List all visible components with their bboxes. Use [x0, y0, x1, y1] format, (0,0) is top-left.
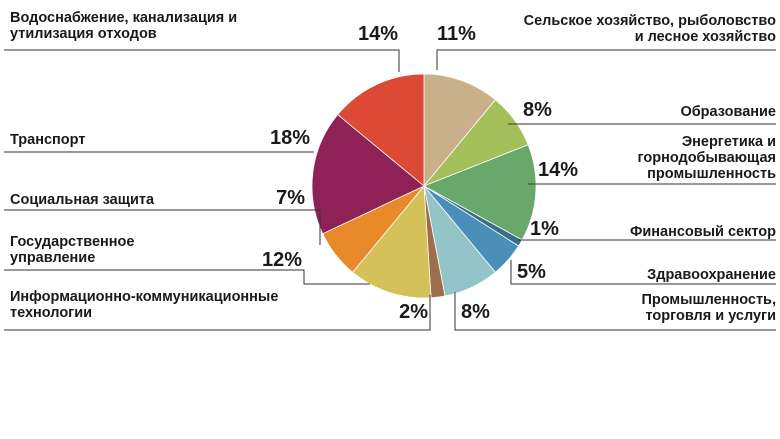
- pie-slice: [337, 73, 425, 187]
- slice-label: Энергетика и горнодобывающая промышленност…: [638, 134, 777, 182]
- slice-percent-label: 2%: [399, 301, 428, 323]
- slice-percent-label: 8%: [523, 99, 552, 121]
- slice-label: Промышленность, торговля и услуги: [641, 292, 776, 324]
- slice-labels: Сельское хозяйство, рыболовство и лесное …: [10, 10, 776, 324]
- slice-label-line: Образование: [680, 104, 776, 120]
- slice-percent-label: 8%: [461, 301, 490, 323]
- pie-slice: [423, 144, 537, 241]
- slice-label-line: Транспорт: [10, 132, 85, 148]
- leader-line: [436, 49, 776, 70]
- slice-label: Информационно-коммуникационные технологии: [10, 289, 278, 321]
- slice-label-line: промышленность: [647, 166, 776, 182]
- slice-percent-label: 14%: [538, 159, 578, 181]
- slice-percent-label: 1%: [530, 218, 559, 240]
- slice-percent-label: 11%: [437, 23, 476, 45]
- pie-slice: [311, 114, 425, 235]
- slice-label-line: Финансовый сектор: [630, 224, 776, 240]
- slice-label: Сельское хозяйство, рыболовство и лесное …: [524, 13, 777, 45]
- slice-label-line: утилизация отходов: [10, 26, 157, 42]
- leader-line: [454, 292, 776, 331]
- slice-percent-label: 18%: [270, 127, 310, 149]
- leader-line: [510, 260, 776, 285]
- slice-label-line: Энергетика и: [682, 134, 776, 150]
- slice-label-line: управление: [10, 250, 95, 266]
- slice-percent-label: 5%: [517, 261, 546, 283]
- slice-label-line: торговля и услуги: [646, 308, 777, 324]
- slice-label-line: Промышленность,: [641, 292, 776, 308]
- slice-label-line: Социальная защита: [10, 192, 155, 208]
- slice-label: Образование: [680, 104, 776, 120]
- pie-slice: [423, 73, 496, 188]
- leader-line: [4, 209, 321, 245]
- slice-label-line: Водоснабжение, канализация и: [10, 10, 237, 26]
- slice-label-line: и лесное хозяйство: [635, 29, 776, 45]
- leader-line: [4, 269, 370, 285]
- leader-line: [4, 295, 431, 331]
- slice-label-line: горнодобывающая: [638, 150, 777, 166]
- slice-label: Здравоохранение: [647, 267, 776, 283]
- slice-label: Государственное управление: [10, 234, 134, 266]
- slice-label-line: Государственное: [10, 234, 134, 250]
- slice-label-line: Здравоохранение: [647, 267, 776, 283]
- pie-slice: [352, 184, 432, 299]
- pie-slices: [311, 73, 537, 299]
- slice-label: Транспорт: [10, 132, 85, 148]
- slice-percent-label: 7%: [276, 187, 305, 209]
- slice-percent-label: 12%: [262, 249, 302, 271]
- slice-label: Финансовый сектор: [630, 224, 776, 240]
- slice-percent-label: 14%: [358, 23, 398, 45]
- leader-line: [4, 49, 400, 72]
- slice-label-line: технологии: [10, 305, 92, 321]
- slice-label: Социальная защита: [10, 192, 155, 208]
- slice-label-line: Сельское хозяйство, рыболовство: [524, 13, 777, 29]
- slice-label: Водоснабжение, канализация и утилизация о…: [10, 10, 237, 42]
- leader-lines: [4, 49, 776, 331]
- slice-label-line: Информационно-коммуникационные: [10, 289, 278, 305]
